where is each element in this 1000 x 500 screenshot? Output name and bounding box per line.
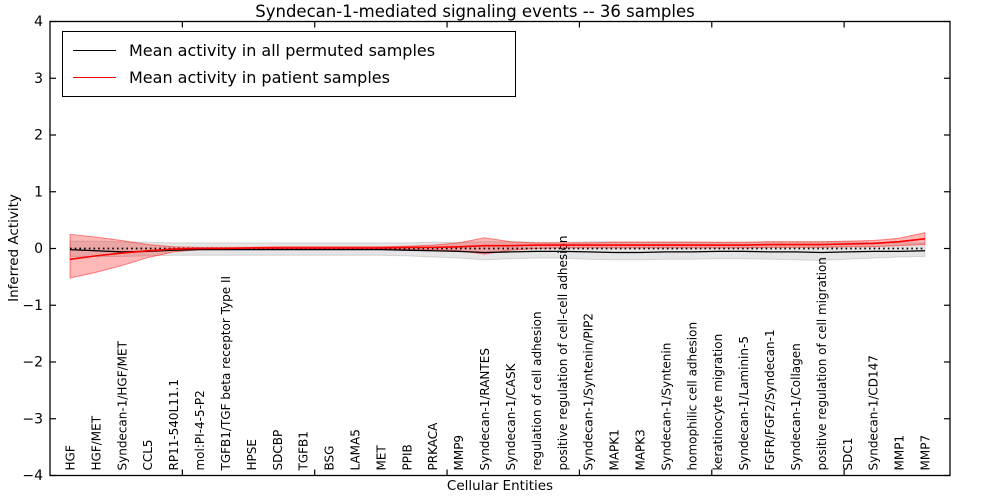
category-label: Syndecan-1/Laminin-5	[737, 336, 751, 470]
category-label: LAMA5	[349, 429, 363, 470]
x-axis-label: Cellular Entities	[446, 478, 554, 494]
category-label: HGF	[64, 445, 78, 470]
legend-label-patient: Mean activity in patient samples	[129, 68, 390, 87]
permuted-line-swatch	[73, 50, 116, 51]
y-tick-label: 1	[34, 184, 43, 200]
category-label: TGFB1	[297, 431, 311, 471]
legend-row-permuted: Mean activity in all permuted samples	[73, 41, 505, 60]
category-label: SDC1	[841, 438, 855, 471]
category-label: keratinocyte migration	[711, 334, 725, 471]
category-label: CCL5	[141, 439, 155, 470]
category-label: Syndecan-1/CD147	[867, 355, 881, 470]
category-label: HGF/MET	[89, 415, 103, 470]
category-label: regulation of cell adhesion	[530, 311, 544, 470]
y-tick-label: −4	[22, 468, 43, 484]
legend-row-patient: Mean activity in patient samples	[73, 68, 505, 87]
category-label: RP11-540L11.1	[167, 379, 181, 470]
y-tick-label: 4	[34, 14, 43, 30]
y-tick-label: 3	[34, 71, 43, 87]
category-label: Syndecan-1/Syntenin/PIP2	[582, 313, 596, 471]
category-label: homophilic cell adhesion	[685, 322, 699, 471]
permuted-samples-range-band	[69, 240, 926, 261]
category-label: positive regulation of cell-cell adhesio…	[556, 236, 570, 471]
y-tick-label: −1	[22, 298, 43, 314]
chart-title: Syndecan-1-mediated signaling events -- …	[255, 2, 695, 21]
category-label: Syndecan-1/HGF/MET	[115, 340, 129, 470]
category-label: Syndecan-1/CASK	[504, 362, 518, 470]
category-label: PRKACA	[426, 422, 440, 471]
y-tick-label: −2	[22, 355, 43, 371]
category-label: MAPK1	[608, 429, 622, 470]
legend: Mean activity in all permuted samples Me…	[62, 31, 516, 97]
y-tick-label: 2	[34, 128, 43, 144]
patient-line-swatch	[73, 77, 116, 78]
category-label: Syndecan-1/Syntenin	[659, 343, 673, 471]
category-label: HPSE	[245, 439, 259, 470]
category-label: PPIB	[400, 444, 414, 470]
legend-label-permuted: Mean activity in all permuted samples	[129, 41, 436, 60]
patient-mean-line	[69, 238, 926, 261]
category-label: positive regulation of cell migration	[815, 257, 829, 470]
category-label: Syndecan-1/Collagen	[789, 343, 803, 470]
y-axis-label: Inferred Activity	[6, 194, 22, 302]
y-tick-label: −3	[22, 411, 43, 427]
category-label: MAPK3	[634, 429, 648, 470]
category-label: TGFB1/TGF beta receptor Type II	[219, 276, 233, 472]
y-tick-label: 0	[34, 241, 43, 257]
category-label: MMP1	[893, 435, 907, 471]
category-label: MMP9	[452, 435, 466, 471]
category-label: FGFR/FGF2/Syndecan-1	[763, 329, 777, 470]
category-label: SDCBP	[271, 430, 285, 471]
category-label: MET	[374, 445, 388, 471]
category-label: BSG	[323, 446, 337, 471]
category-label: mol:PI-4-5-P2	[193, 390, 207, 470]
permuted-mean-line	[69, 248, 926, 254]
category-label: Syndecan-1/RANTES	[478, 348, 492, 470]
category-label: MMP7	[919, 435, 933, 471]
